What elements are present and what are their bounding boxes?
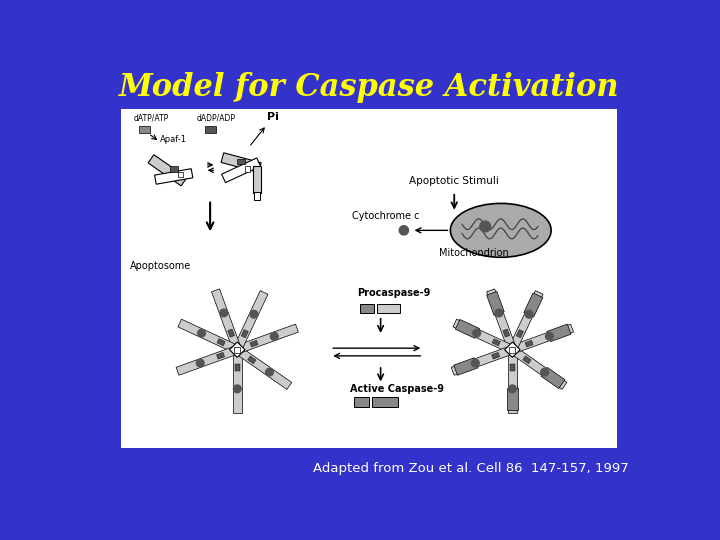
Polygon shape — [487, 292, 504, 315]
Polygon shape — [248, 356, 256, 364]
Circle shape — [495, 309, 503, 317]
Polygon shape — [505, 342, 520, 357]
Polygon shape — [235, 324, 298, 354]
Circle shape — [546, 333, 553, 340]
Bar — [170, 166, 178, 172]
Polygon shape — [212, 289, 241, 351]
Bar — [509, 347, 516, 353]
Text: Mitochondrion: Mitochondrion — [438, 248, 508, 258]
Polygon shape — [455, 320, 480, 339]
Bar — [245, 166, 251, 172]
Circle shape — [399, 226, 408, 235]
Bar — [178, 172, 183, 177]
Polygon shape — [492, 339, 500, 346]
Polygon shape — [451, 346, 514, 375]
Polygon shape — [516, 329, 523, 338]
Polygon shape — [524, 293, 543, 317]
Circle shape — [197, 359, 204, 367]
Bar — [238, 159, 245, 164]
Polygon shape — [233, 291, 268, 352]
Bar — [204, 126, 215, 132]
Circle shape — [541, 368, 549, 376]
Polygon shape — [217, 339, 225, 346]
Text: Procaspase-9: Procaspase-9 — [357, 288, 431, 298]
Polygon shape — [178, 319, 239, 354]
Bar — [253, 166, 261, 193]
Circle shape — [198, 329, 205, 337]
Polygon shape — [510, 364, 515, 371]
Polygon shape — [228, 329, 235, 337]
Polygon shape — [235, 346, 292, 389]
Polygon shape — [523, 356, 531, 364]
Polygon shape — [233, 350, 241, 413]
Polygon shape — [541, 367, 565, 389]
Circle shape — [473, 329, 480, 337]
Circle shape — [480, 221, 490, 232]
Polygon shape — [241, 329, 248, 338]
Text: dADP/ADP: dADP/ADP — [197, 113, 236, 122]
Polygon shape — [492, 353, 500, 359]
Circle shape — [266, 368, 274, 376]
Circle shape — [233, 385, 241, 393]
Bar — [139, 126, 150, 132]
Text: Model for Caspase Activation: Model for Caspase Activation — [119, 72, 619, 103]
Bar — [360, 303, 374, 313]
Bar — [121, 110, 617, 448]
Text: Adapted from Zou et al. Cell 86  147-157, 1997: Adapted from Zou et al. Cell 86 147-157,… — [313, 462, 629, 475]
Polygon shape — [176, 346, 239, 375]
Polygon shape — [525, 340, 534, 347]
Bar — [234, 347, 240, 353]
Circle shape — [525, 310, 533, 318]
Polygon shape — [507, 388, 518, 410]
Text: dATP/ATP: dATP/ATP — [133, 113, 168, 122]
Polygon shape — [155, 168, 193, 184]
Text: Active Caspase-9: Active Caspase-9 — [350, 384, 444, 394]
Polygon shape — [230, 342, 245, 357]
Circle shape — [472, 359, 480, 367]
Text: Apoptotic Stimuli: Apoptotic Stimuli — [409, 176, 499, 186]
Polygon shape — [503, 329, 510, 337]
Polygon shape — [487, 289, 516, 351]
Polygon shape — [508, 350, 517, 413]
Polygon shape — [221, 153, 261, 172]
Bar — [253, 192, 260, 200]
Polygon shape — [148, 154, 187, 186]
Bar — [372, 397, 397, 408]
Polygon shape — [222, 158, 261, 183]
Bar — [354, 397, 369, 408]
Polygon shape — [235, 364, 240, 371]
Polygon shape — [508, 291, 543, 352]
Circle shape — [220, 309, 228, 317]
Polygon shape — [547, 324, 571, 342]
Circle shape — [250, 310, 258, 318]
Polygon shape — [250, 340, 258, 347]
Polygon shape — [511, 324, 574, 354]
Circle shape — [271, 333, 278, 340]
Polygon shape — [453, 319, 514, 354]
Bar — [377, 303, 400, 313]
Text: Pi: Pi — [266, 112, 279, 122]
Polygon shape — [510, 346, 567, 389]
Text: Apoptosome: Apoptosome — [130, 261, 192, 271]
Polygon shape — [454, 358, 478, 375]
Ellipse shape — [451, 204, 551, 257]
Text: Apaf-1: Apaf-1 — [160, 135, 186, 144]
Circle shape — [508, 385, 516, 393]
Text: Cytochrome c: Cytochrome c — [352, 211, 420, 221]
Polygon shape — [217, 353, 225, 359]
